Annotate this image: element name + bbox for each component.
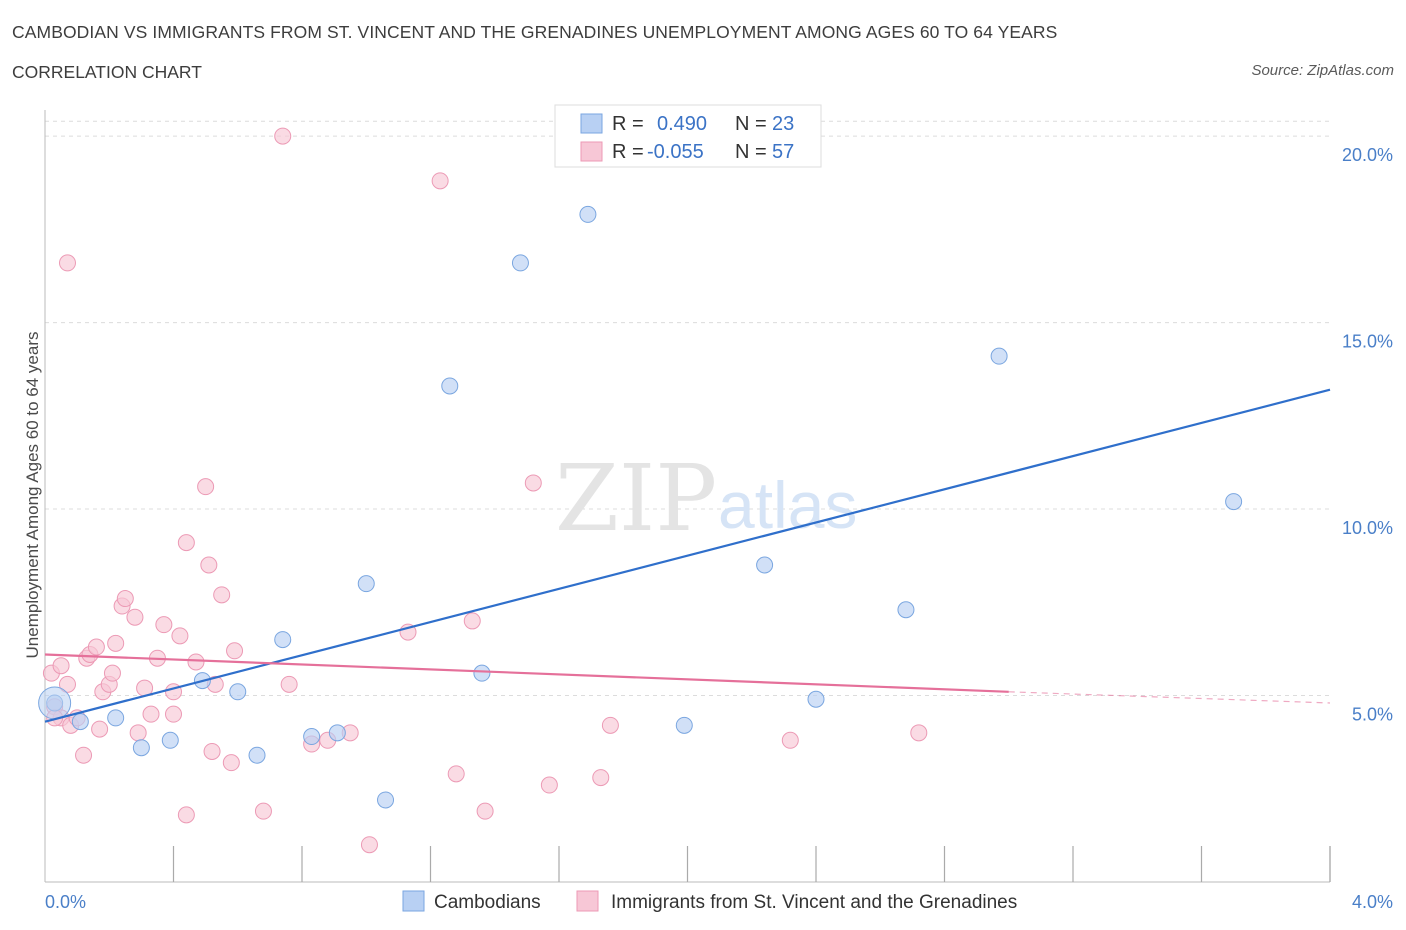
point-immigrants: [222, 754, 240, 772]
point-immigrants: [58, 675, 76, 693]
point-immigrants: [226, 642, 244, 660]
point-immigrants: [592, 769, 610, 787]
watermark-zip: ZIP: [555, 445, 717, 552]
point-cambodians: [897, 601, 915, 619]
point-immigrants: [52, 657, 70, 675]
point-immigrants: [601, 716, 619, 734]
point-immigrants: [91, 720, 109, 738]
x-tick-label-min: 0.0%: [45, 892, 86, 912]
point-cambodians: [161, 731, 179, 749]
point-cambodians: [807, 690, 825, 708]
point-immigrants: [171, 627, 189, 645]
trend-line-immigrants: [44, 653, 1009, 693]
legend-r-value-2: -0.055: [647, 141, 704, 163]
point-immigrants: [254, 802, 272, 820]
top-legend: R = 0.490 N = 23 R = -0.055 N = 57: [554, 104, 822, 168]
point-immigrants: [524, 474, 542, 492]
point-immigrants: [197, 478, 215, 496]
point-immigrants: [177, 534, 195, 552]
legend-r-label-2: R =: [612, 141, 644, 163]
point-immigrants: [155, 616, 173, 634]
bottom-legend-swatch-cambodians: [402, 890, 425, 912]
point-cambodians: [511, 254, 529, 272]
trend-line-cambodians: [44, 388, 1331, 723]
point-immigrants: [177, 806, 195, 824]
y-tick-label: 10.0%: [1342, 518, 1393, 538]
point-immigrants: [187, 653, 205, 671]
point-immigrants: [129, 724, 147, 742]
point-cambodians-large: [38, 686, 72, 720]
point-immigrants: [540, 776, 558, 794]
point-immigrants: [781, 731, 799, 749]
legend-n-label-2: N =: [735, 141, 767, 163]
point-cambodians: [756, 556, 774, 574]
point-cambodians: [248, 746, 266, 764]
point-cambodians: [303, 728, 321, 746]
point-cambodians: [71, 713, 89, 731]
legend-r-label-1: R =: [612, 113, 644, 135]
bottom-legend-immigrants: Immigrants from St. Vincent and the Gren…: [611, 892, 1017, 913]
y-tick-label: 20.0%: [1342, 145, 1393, 165]
point-cambodians: [473, 664, 491, 682]
point-immigrants: [463, 612, 481, 630]
point-cambodians: [675, 716, 693, 734]
source-note: Source: ZipAtlas.com: [1251, 62, 1394, 79]
point-immigrants: [107, 634, 125, 652]
point-cambodians: [229, 683, 247, 701]
x-tick-label-max: 4.0%: [1352, 892, 1393, 912]
point-immigrants: [165, 705, 182, 723]
y-axis-label: Unemployment Among Ages 60 to 64 years: [23, 332, 42, 659]
point-immigrants: [476, 802, 494, 820]
point-cambodians: [274, 631, 292, 649]
chart-title: CAMBODIAN VS IMMIGRANTS FROM ST. VINCENT…: [12, 22, 1058, 42]
chart-subtitle: CORRELATION CHART: [12, 62, 202, 82]
legend-swatch-pink: [580, 141, 603, 162]
point-immigrants: [213, 586, 231, 604]
point-immigrants: [910, 724, 928, 742]
point-cambodians: [1225, 493, 1243, 511]
point-immigrants: [274, 127, 292, 145]
point-cambodians: [441, 377, 459, 395]
point-immigrants: [360, 836, 378, 854]
point-immigrants: [103, 664, 121, 682]
point-cambodians: [107, 709, 125, 727]
point-cambodians: [328, 724, 346, 742]
legend-r-value-1: 0.490: [657, 113, 707, 135]
point-immigrants: [280, 675, 298, 693]
legend-n-value-1: 23: [772, 113, 794, 135]
legend-n-value-2: 57: [772, 141, 794, 163]
point-immigrants: [87, 638, 105, 656]
point-immigrants: [431, 172, 449, 190]
point-cambodians: [132, 739, 150, 757]
trend-lines: [44, 388, 1331, 723]
point-immigrants: [447, 765, 465, 783]
bottom-legend: Cambodians Immigrants from St. Vincent a…: [402, 890, 1017, 913]
legend-n-label-1: N =: [735, 113, 767, 135]
watermark: ZIP atlas: [555, 445, 857, 552]
bottom-legend-swatch-immigrants: [576, 890, 599, 912]
trend-line-immigrants-extension: [1008, 691, 1331, 704]
point-immigrants: [58, 254, 76, 272]
point-immigrants: [116, 590, 134, 608]
bottom-legend-cambodians: Cambodians: [434, 892, 541, 913]
y-tick-label: 5.0%: [1352, 705, 1393, 725]
point-immigrants: [75, 746, 93, 764]
point-immigrants: [203, 742, 221, 760]
y-tick-label: 15.0%: [1342, 332, 1393, 352]
point-cambodians: [377, 791, 395, 809]
point-cambodians: [990, 347, 1008, 365]
axes: 5.0% 10.0% 15.0% 20.0% 0.0% 4.0%: [44, 110, 1393, 912]
point-immigrants: [126, 608, 144, 626]
point-cambodians: [579, 205, 597, 223]
point-immigrants: [142, 705, 160, 723]
grid-lines: [45, 120, 1330, 697]
legend-swatch-blue: [580, 113, 603, 134]
point-immigrants: [200, 556, 218, 574]
point-cambodians: [357, 575, 375, 593]
